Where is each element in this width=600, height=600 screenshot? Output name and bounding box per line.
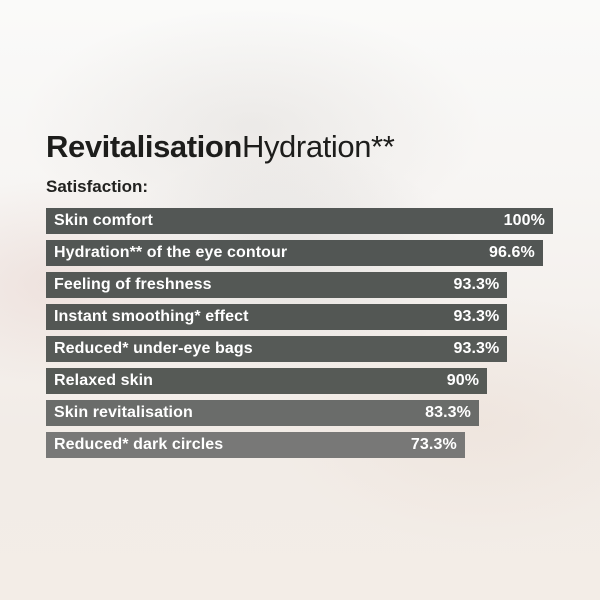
bar-row: Reduced* under-eye bags 93.3%: [46, 336, 553, 362]
bar-row: Hydration** of the eye contour 96.6%: [46, 240, 553, 266]
bar-value: 83.3%: [425, 404, 471, 421]
title-light-part: Hydration**: [241, 129, 395, 164]
bar-label: Hydration** of the eye contour: [54, 244, 288, 261]
bar-value: 93.3%: [453, 276, 500, 293]
bar-value: 100%: [503, 212, 545, 229]
bar-value: 96.6%: [488, 244, 535, 261]
bar-row: Skin revitalisation 83.3%: [46, 400, 553, 426]
bar-skin-comfort: Skin comfort 100%: [46, 208, 553, 234]
bar-relaxed-skin: Relaxed skin 90%: [46, 368, 488, 394]
bar-row: Relaxed skin 90%: [46, 368, 553, 394]
bar-row: Instant smoothing* effect 93.3%: [46, 304, 553, 330]
bar-skin-revitalisation: Skin revitalisation 83.3%: [46, 400, 479, 426]
bar-chart: Skin comfort 100% Hydration** of the eye…: [46, 208, 553, 464]
bar-label: Relaxed skin: [54, 372, 154, 389]
bar-label: Reduced* under-eye bags: [54, 340, 253, 357]
bar-hydration-eye-contour: Hydration** of the eye contour 96.6%: [46, 240, 543, 266]
satisfaction-label: Satisfaction:: [46, 177, 149, 196]
bar-reduced-dark-circles: Reduced* dark circles 73.3%: [46, 432, 465, 458]
bar-row: Feeling of freshness 93.3%: [46, 272, 553, 298]
bar-reduced-under-eye-bags: Reduced* under-eye bags 93.3%: [46, 336, 508, 362]
bar-value: 90%: [446, 372, 480, 389]
bar-row: Skin comfort 100%: [46, 208, 553, 234]
page-title: RevitalisationHydration**: [46, 129, 395, 164]
title-bold-part: Revitalisation: [46, 129, 242, 164]
bar-label: Instant smoothing* effect: [54, 308, 249, 325]
bar-label: Skin comfort: [54, 212, 153, 229]
bar-value: 73.3%: [410, 436, 457, 453]
bar-label: Skin revitalisation: [54, 404, 193, 421]
bar-value: 93.3%: [453, 308, 500, 325]
bar-instant-smoothing-effect: Instant smoothing* effect 93.3%: [46, 304, 508, 330]
bar-label: Feeling of freshness: [54, 276, 212, 293]
bar-feeling-of-freshness: Feeling of freshness 93.3%: [46, 272, 508, 298]
bar-value: 93.3%: [453, 340, 500, 357]
bar-label: Reduced* dark circles: [54, 436, 224, 453]
bar-row: Reduced* dark circles 73.3%: [46, 432, 553, 458]
